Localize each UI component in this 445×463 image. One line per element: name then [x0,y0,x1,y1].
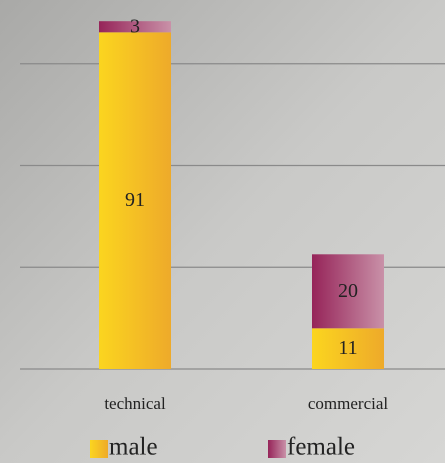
legend-label: male [109,434,158,461]
value-label: 3 [130,15,140,37]
x-tick-label: technical [104,394,166,413]
legend-swatch [90,440,108,458]
bar-segment [99,21,171,33]
legend-label: female [287,434,355,461]
legend-swatch [268,440,286,458]
value-label: 11 [338,337,357,359]
x-tick-label: commercial [308,394,389,413]
value-label: 91 [125,189,145,211]
bar-segment [312,328,384,369]
bar-segment [99,32,171,370]
value-label: 20 [338,280,358,302]
bar-segment [312,254,384,329]
